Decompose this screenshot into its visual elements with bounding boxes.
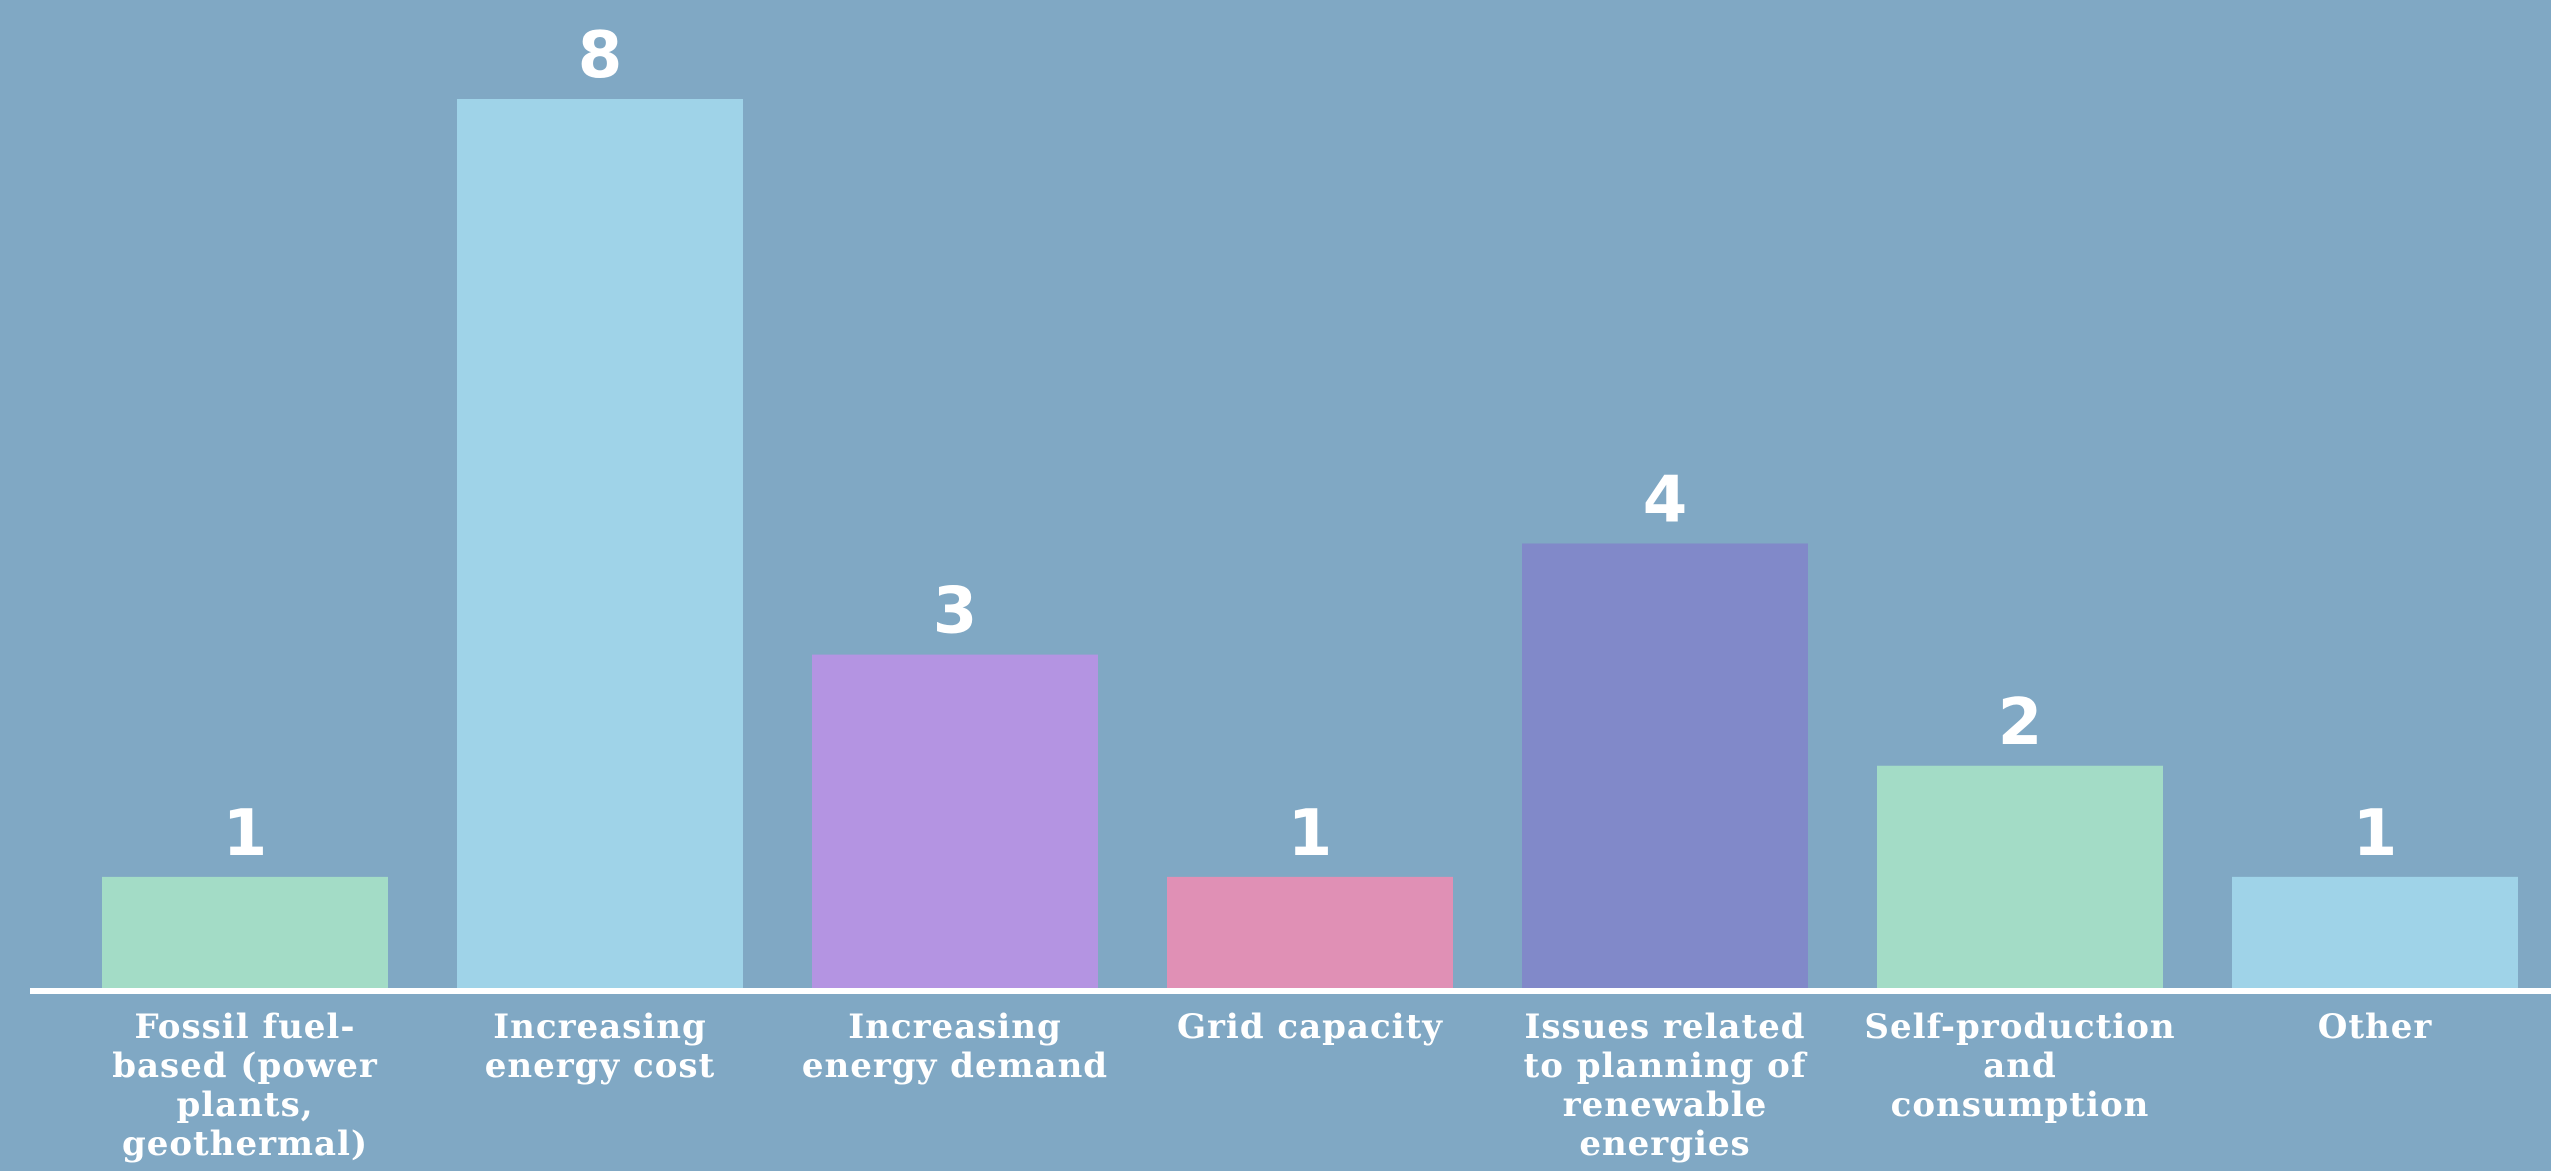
- tick-label-line: plants,: [176, 1085, 313, 1125]
- bars-group: [102, 99, 2518, 988]
- value-label-2: 3: [933, 575, 978, 649]
- value-label-6: 1: [2353, 797, 2398, 871]
- tick-label-0: Fossil fuel-based (power plants, geotherma…: [112, 1007, 378, 1164]
- value-label-0: 1: [223, 797, 268, 871]
- bar-3: [1167, 876, 1453, 988]
- tick-labels-group: Fossil fuel-based (power plants, geotherma…: [112, 1007, 2433, 1164]
- tick-label-1: Increasing energy cost: [485, 1007, 716, 1086]
- tick-label-line: Self-production: [1864, 1007, 2175, 1047]
- tick-label-line: renewable: [1563, 1085, 1768, 1125]
- value-label-5: 2: [1998, 686, 2043, 760]
- tick-label-2: Increasing energy demand: [802, 1007, 1108, 1086]
- tick-label-line: Grid capacity: [1177, 1007, 1443, 1047]
- value-labels-group: 1 8 3 1 4 2 1: [223, 19, 2398, 871]
- tick-label-line: Issues related: [1524, 1007, 1805, 1047]
- value-label-1: 8: [578, 19, 623, 93]
- tick-label-line: Other: [2318, 1007, 2433, 1047]
- tick-label-line: geothermal): [122, 1124, 368, 1164]
- value-label-3: 1: [1288, 797, 1333, 871]
- bar-5: [1877, 765, 2163, 988]
- tick-label-line: Increasing: [493, 1007, 706, 1047]
- value-label-4: 4: [1643, 464, 1688, 538]
- bar-4: [1522, 543, 1808, 988]
- tick-label-line: consumption: [1891, 1085, 2150, 1125]
- bar-0: [102, 876, 388, 988]
- tick-label-line: and: [1983, 1046, 2057, 1086]
- tick-label-6: Other: [2318, 1007, 2433, 1047]
- tick-label-line: to planning of: [1524, 1046, 1808, 1086]
- tick-label-4: Issues related to planning of renewable ene…: [1524, 1007, 1808, 1164]
- bar-6: [2232, 876, 2518, 988]
- tick-label-line: energy demand: [802, 1046, 1108, 1086]
- tick-label-line: based (power: [112, 1046, 378, 1086]
- tick-label-5: Self-production and consumption: [1864, 1007, 2175, 1125]
- bar-2: [812, 654, 1098, 988]
- tick-label-3: Grid capacity: [1177, 1007, 1443, 1047]
- tick-label-line: Increasing: [848, 1007, 1061, 1047]
- tick-label-line: energy cost: [485, 1046, 716, 1086]
- bar-1: [457, 99, 743, 988]
- tick-label-line: energies: [1579, 1124, 1750, 1164]
- tick-label-line: Fossil fuel-: [135, 1007, 356, 1047]
